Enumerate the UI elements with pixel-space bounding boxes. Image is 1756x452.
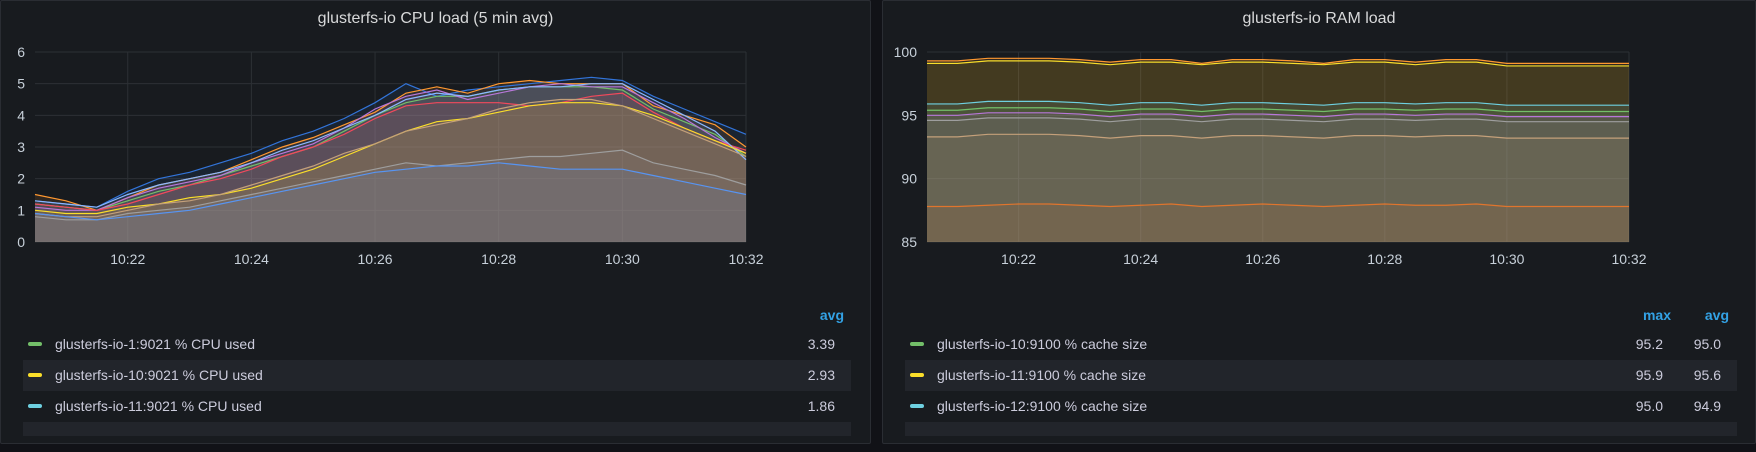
- legend-swatch: [910, 342, 924, 346]
- legend-max-value: 95.9: [1635, 367, 1663, 383]
- x-tick-label: 10:22: [110, 251, 145, 267]
- cpu-load-panel: glusterfs-io CPU load (5 min avg) 0 1 2 3 4 5…: [0, 0, 871, 444]
- series-area-8: [35, 150, 746, 242]
- series-area-2: [927, 101, 1629, 243]
- legend-row-clipped: [23, 422, 851, 436]
- x-tick-label: 10:26: [1245, 251, 1280, 267]
- series-line-2[interactable]: [34, 86, 747, 211]
- series-area-7: [927, 204, 1629, 242]
- x-tick-label: 10:32: [728, 251, 763, 267]
- legend-avg-value: 95.0: [1693, 336, 1721, 352]
- cpu-legend-header: avg: [1, 307, 870, 327]
- legend-avg-value: 2.93: [807, 367, 835, 383]
- legend-avg-value: 1.86: [807, 398, 835, 414]
- legend-series-name: glusterfs-io-10:9021 % CPU used: [55, 367, 263, 383]
- series-area-3: [927, 107, 1629, 242]
- cpu-legend-col-avg[interactable]: avg: [819, 307, 844, 323]
- series-area-1: [927, 60, 1629, 242]
- y-tick-label: 90: [901, 171, 917, 187]
- series-area-2: [35, 86, 746, 242]
- y-tick-label: 4: [17, 107, 25, 123]
- cpu-panel-title[interactable]: glusterfs-io CPU load (5 min avg): [317, 10, 554, 27]
- legend-row[interactable]: glusterfs-io-11:9021 % CPU used 1.86: [23, 391, 851, 422]
- legend-series-name: glusterfs-io-10:9100 % cache size: [937, 336, 1148, 352]
- legend-swatch: [28, 404, 42, 408]
- ram-legend-col-avg[interactable]: avg: [1704, 307, 1729, 323]
- x-tick-label: 10:24: [1123, 251, 1158, 267]
- legend-row[interactable]: glusterfs-io-11:9100 % cache size 95.9 9…: [905, 360, 1737, 391]
- legend-max-value: 95.2: [1635, 336, 1663, 352]
- series-line-4[interactable]: [34, 92, 747, 211]
- y-tick-label: 3: [17, 139, 25, 155]
- series-line-8[interactable]: [34, 149, 747, 221]
- x-tick-label: 10:24: [234, 251, 269, 267]
- x-tick-label: 10:30: [1489, 251, 1524, 267]
- series-area-6: [35, 102, 746, 242]
- y-tick-label: 6: [17, 44, 25, 60]
- x-tick-label: 10:30: [605, 251, 640, 267]
- series-line-0[interactable]: [34, 76, 747, 208]
- series-line-7[interactable]: [34, 98, 747, 218]
- series-area-1: [35, 80, 746, 242]
- y-tick-label: 2: [17, 171, 25, 187]
- x-tick-label: 10:26: [358, 251, 393, 267]
- legend-series-name: glusterfs-io-11:9100 % cache size: [937, 367, 1147, 383]
- legend-series-name: glusterfs-io-11:9021 % CPU used: [55, 398, 262, 414]
- ram-load-panel: glusterfs-io RAM load 85 90 95 100 10:22 10:2…: [882, 0, 1756, 444]
- x-tick-label: 10:28: [481, 251, 516, 267]
- series-area-5: [927, 117, 1629, 242]
- legend-row[interactable]: glusterfs-io-10:9100 % cache size 95.2 9…: [905, 329, 1737, 360]
- legend-row-clipped: [905, 422, 1737, 436]
- legend-avg-value: 95.6: [1693, 367, 1721, 383]
- legend-row[interactable]: glusterfs-io-10:9021 % CPU used 2.93: [23, 360, 851, 391]
- ram-panel-title[interactable]: glusterfs-io RAM load: [1242, 10, 1396, 27]
- series-line-3[interactable]: [34, 83, 747, 211]
- series-line-5[interactable]: [34, 83, 747, 208]
- series-line-1[interactable]: [927, 60, 1629, 67]
- legend-row[interactable]: glusterfs-io-1:9021 % CPU used 3.39: [23, 329, 851, 360]
- legend-series-name: glusterfs-io-12:9100 % cache size: [937, 398, 1148, 414]
- y-tick-label: 100: [894, 44, 918, 60]
- x-tick-label: 10:22: [1001, 251, 1036, 267]
- legend-row[interactable]: glusterfs-io-12:9100 % cache size 95.0 9…: [905, 391, 1737, 422]
- ram-legend-col-max[interactable]: max: [1642, 307, 1671, 323]
- legend-avg-value: 94.9: [1693, 398, 1721, 414]
- series-area-0: [35, 77, 746, 242]
- y-tick-label: 0: [17, 234, 25, 250]
- cpu-chart[interactable]: 0 1 2 3 4 5 6 10:22 10:24 10:26 10:28 10:30 10:32: [1, 41, 871, 311]
- y-tick-label: 5: [17, 76, 25, 92]
- ram-legend: glusterfs-io-10:9100 % cache size 95.2 9…: [905, 329, 1737, 436]
- series-line-4[interactable]: [927, 112, 1629, 118]
- series-area-6: [927, 134, 1629, 242]
- legend-swatch: [28, 342, 42, 346]
- series-area-9: [35, 162, 746, 242]
- series-line-9[interactable]: [34, 162, 747, 221]
- legend-swatch: [910, 404, 924, 408]
- series-area-4: [35, 93, 746, 242]
- legend-series-name: glusterfs-io-1:9021 % CPU used: [55, 336, 255, 352]
- legend-swatch: [910, 373, 924, 377]
- x-tick-label: 10:32: [1611, 251, 1646, 267]
- series-area-4: [927, 112, 1629, 242]
- x-tick-label: 10:28: [1367, 251, 1402, 267]
- series-line-7[interactable]: [927, 203, 1629, 208]
- y-tick-label: 85: [901, 234, 917, 250]
- legend-swatch: [28, 373, 42, 377]
- legend-avg-value: 3.39: [807, 336, 835, 352]
- ram-chart[interactable]: 85 90 95 100 10:22 10:24 10:26 10:28 10:30 10:32: [883, 41, 1756, 311]
- series-line-3[interactable]: [927, 107, 1629, 113]
- series-line-2[interactable]: [927, 100, 1629, 106]
- series-line-6[interactable]: [927, 133, 1629, 139]
- ram-legend-header: max avg: [883, 307, 1755, 327]
- y-tick-label: 95: [901, 107, 917, 123]
- series-line-0[interactable]: [927, 57, 1629, 65]
- y-tick-label: 1: [17, 202, 25, 218]
- series-line-5[interactable]: [927, 117, 1629, 123]
- cpu-legend: glusterfs-io-1:9021 % CPU used 3.39 glus…: [23, 329, 851, 436]
- legend-max-value: 95.0: [1635, 398, 1663, 414]
